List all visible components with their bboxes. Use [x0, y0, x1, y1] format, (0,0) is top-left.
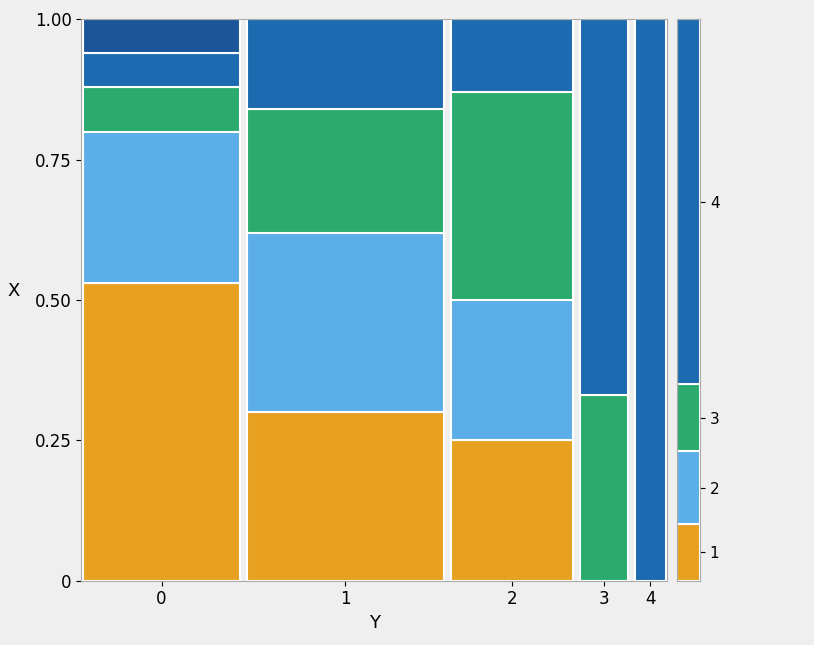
Bar — [83, 19, 240, 53]
Y-axis label: X: X — [8, 282, 20, 300]
Bar — [83, 53, 240, 86]
Bar — [635, 19, 666, 580]
Bar — [677, 524, 700, 580]
Bar — [247, 19, 444, 109]
Bar — [247, 109, 444, 233]
Bar — [580, 395, 628, 580]
X-axis label: Y: Y — [369, 614, 380, 632]
Bar — [247, 412, 444, 580]
Bar — [451, 441, 573, 580]
Bar — [83, 283, 240, 580]
Bar — [247, 233, 444, 412]
Bar — [677, 19, 700, 384]
Bar — [451, 300, 573, 441]
Bar — [677, 384, 700, 451]
Bar — [677, 451, 700, 524]
Bar — [451, 92, 573, 300]
Bar — [451, 19, 573, 92]
Bar — [580, 19, 628, 395]
Bar — [83, 132, 240, 283]
Bar — [83, 86, 240, 132]
